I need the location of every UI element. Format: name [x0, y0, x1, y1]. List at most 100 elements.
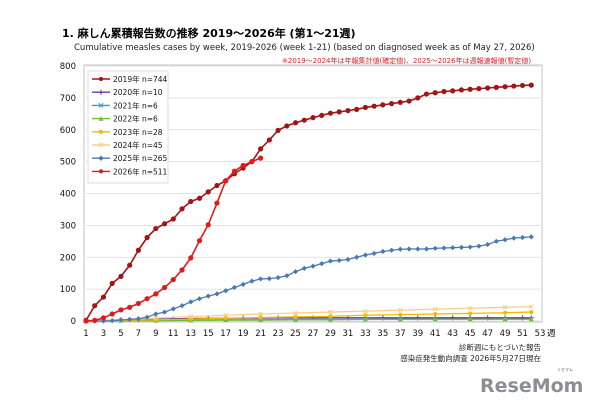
data-point — [170, 276, 176, 283]
data-point — [127, 304, 133, 310]
legend-label: 2020年 n=10 — [113, 87, 163, 97]
data-point — [205, 189, 211, 195]
data-point — [328, 309, 333, 315]
y-tick-label: 300 — [60, 221, 76, 231]
x-tick-label: 33 — [360, 329, 371, 339]
data-point — [310, 115, 316, 121]
data-point — [144, 296, 150, 302]
data-point — [223, 316, 228, 321]
legend-label: 2022年 n=6 — [113, 114, 158, 124]
x-tick-label: 35 — [377, 329, 388, 339]
x-axis-unit: 週 — [547, 329, 556, 339]
data-point — [432, 316, 438, 322]
data-point — [529, 310, 534, 315]
data-point — [153, 311, 159, 317]
data-point — [362, 308, 368, 314]
data-point — [266, 276, 272, 282]
series-line — [85, 311, 532, 322]
data-point — [258, 317, 264, 323]
x-tick-label: 1 — [83, 329, 88, 339]
data-point — [380, 102, 386, 108]
x-tick-label: 29 — [325, 329, 336, 339]
data-point — [467, 86, 473, 92]
data-point — [196, 238, 203, 244]
data-point — [319, 112, 325, 119]
data-point — [345, 256, 351, 263]
data-point — [345, 108, 351, 114]
data-point — [406, 246, 412, 252]
data-point — [485, 85, 491, 91]
data-point — [98, 155, 104, 161]
series-line — [85, 318, 532, 322]
data-point — [196, 195, 203, 201]
legend-item: 2019年 n=744 — [92, 74, 168, 84]
data-point — [388, 247, 395, 253]
x-tick-label: 41 — [430, 329, 441, 339]
x-tick-label: 17 — [220, 329, 231, 339]
x-tick-label: 7 — [136, 329, 141, 339]
data-point — [511, 235, 517, 241]
legend-label: 2023年 n=28 — [113, 127, 163, 137]
data-point — [98, 89, 104, 95]
data-point — [83, 318, 89, 324]
data-point — [432, 90, 438, 96]
data-point — [179, 303, 185, 309]
data-point — [371, 250, 377, 257]
data-point — [354, 254, 360, 260]
data-point — [92, 317, 98, 323]
x-tick-label: 47 — [482, 329, 493, 339]
x-tick-label: 21 — [255, 329, 266, 339]
data-point — [363, 313, 368, 318]
x-tick-label: 25 — [290, 329, 301, 339]
logo-small-text: リセマム — [557, 367, 573, 372]
data-point — [328, 317, 333, 322]
data-point — [258, 315, 263, 320]
data-point — [450, 245, 456, 251]
chart-note: ※2019〜2024年は年報集計値(確定値)、2025〜2026年は週報速報値(… — [282, 56, 531, 65]
data-point — [362, 252, 368, 258]
data-point — [258, 311, 264, 317]
y-tick-label: 500 — [60, 158, 76, 168]
data-point — [528, 234, 534, 240]
data-point — [493, 238, 499, 244]
legend-item: 2026年 n=511 — [92, 166, 168, 176]
data-point — [179, 206, 185, 212]
data-point — [519, 234, 526, 241]
data-point — [98, 129, 104, 134]
data-point — [406, 98, 412, 104]
data-point — [450, 88, 456, 94]
data-point — [284, 123, 290, 129]
x-tick-label: 23 — [273, 329, 284, 339]
data-point — [293, 314, 298, 319]
data-point — [188, 299, 194, 305]
data-point — [100, 294, 107, 300]
data-point — [161, 284, 168, 291]
data-point — [109, 318, 115, 324]
x-tick-label: 19 — [238, 329, 249, 339]
data-point — [144, 234, 150, 241]
data-point — [161, 221, 168, 227]
legend-label: 2024年 n=45 — [113, 140, 163, 150]
data-point — [214, 182, 220, 189]
data-point — [109, 280, 115, 286]
data-point — [205, 222, 211, 228]
data-point — [415, 95, 421, 101]
data-point — [476, 86, 482, 92]
data-point — [214, 291, 220, 297]
data-point — [328, 314, 333, 319]
data-point — [528, 304, 534, 310]
data-point — [223, 178, 229, 184]
data-point — [327, 258, 334, 264]
x-tick-label: 37 — [395, 329, 406, 339]
data-point — [188, 198, 194, 205]
data-point — [249, 278, 255, 284]
data-point — [292, 268, 299, 275]
data-point — [153, 315, 159, 321]
legend-label: 2021年 n=6 — [113, 100, 158, 110]
data-point — [433, 311, 438, 316]
y-tick-label: 700 — [60, 94, 76, 104]
data-point — [98, 116, 104, 121]
legend-item: 2021年 n=6 — [92, 100, 158, 110]
data-point — [135, 247, 141, 253]
